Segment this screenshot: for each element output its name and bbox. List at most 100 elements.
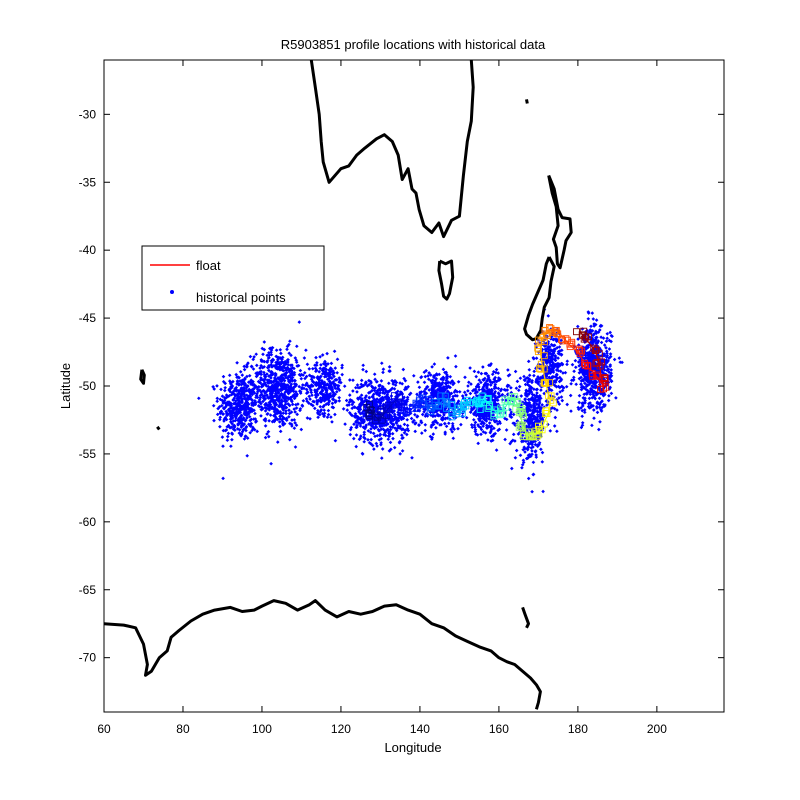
coastline-segment	[156, 425, 161, 431]
float-profile-marker	[562, 335, 570, 343]
float-track-segment	[593, 372, 605, 387]
y-tick-label: -35	[79, 175, 97, 189]
float-track-segment	[478, 399, 486, 407]
legend-historical-label: historical points	[196, 290, 286, 305]
float-track-segment	[547, 399, 551, 414]
float-track-segment	[526, 433, 531, 439]
coastline-segment	[547, 174, 573, 270]
float-profile-marker	[525, 433, 533, 441]
y-tick-label: -30	[79, 107, 97, 121]
float-track-segment	[577, 351, 587, 366]
float-profile-marker	[435, 402, 443, 410]
y-tick-label: -45	[79, 311, 97, 325]
float-profile-marker	[476, 405, 484, 413]
float-profile-marker	[396, 393, 404, 401]
float-profile-marker	[377, 406, 385, 414]
coastline-segment	[437, 259, 455, 301]
float-track-segment	[541, 331, 547, 339]
float-profile-marker	[584, 362, 592, 370]
float-track-segment	[419, 399, 427, 403]
coastline-segment	[104, 599, 542, 710]
float-profile-marker	[507, 398, 515, 406]
x-axis-label: Longitude	[384, 740, 441, 755]
coastline-segment	[521, 606, 530, 629]
y-axis-label: Latitude	[58, 363, 73, 409]
legend-float-label: float	[196, 258, 221, 273]
float-profile-marker	[441, 392, 449, 400]
float-track-segment	[490, 406, 498, 414]
float-profile-marker	[597, 385, 605, 393]
float-profile-marker	[382, 412, 390, 420]
float-track-segment	[530, 433, 537, 439]
coastline-segment	[139, 369, 146, 385]
x-tick-label: 100	[252, 722, 272, 736]
legend-historical-swatch	[170, 290, 174, 294]
float-track-segment	[514, 399, 520, 407]
x-tick-label: 140	[410, 722, 430, 736]
float-profile-marker	[543, 407, 551, 415]
float-track-segment	[522, 426, 528, 434]
float-profile-marker	[502, 403, 510, 411]
x-tick-label: 180	[568, 722, 588, 736]
float-track-segment	[368, 406, 374, 414]
float-profile-marker	[520, 433, 528, 441]
float-track-segment	[496, 409, 504, 414]
coastline-segment	[525, 99, 529, 104]
float-profile-marker	[389, 401, 397, 409]
float-profile-marker	[385, 405, 393, 413]
float-profile-marker	[473, 398, 480, 405]
float-track-segment	[579, 331, 587, 339]
float-profile-marker	[443, 398, 451, 406]
float-profile-marker	[443, 404, 451, 412]
chart-title: R5903851 profile locations with historic…	[281, 37, 546, 52]
float-profile-marker	[590, 344, 598, 352]
float-track-segment	[389, 399, 397, 407]
float-track-segment	[383, 406, 391, 414]
y-tick-label: -65	[79, 583, 97, 597]
float-track-segment	[539, 351, 543, 366]
coastline-layer	[104, 60, 573, 710]
y-tick-label: -50	[79, 379, 97, 393]
float-track-segment	[546, 328, 553, 333]
y-tick-label: -55	[79, 447, 97, 461]
float-profile-marker	[402, 409, 410, 417]
float-profile-marker	[575, 345, 583, 353]
float-track-segment	[541, 365, 547, 387]
float-profile-marker	[448, 413, 456, 421]
coastline-segment	[309, 60, 475, 239]
float-profile-marker	[573, 328, 580, 336]
float-profile-marker	[535, 425, 543, 433]
float-track-segment	[443, 399, 450, 407]
float-track-segment	[539, 338, 543, 353]
float-track-segment	[595, 351, 601, 366]
float-track-segment	[557, 331, 565, 339]
float-profile-marker	[517, 421, 525, 429]
float-track-segment	[535, 426, 543, 434]
float-profile-marker	[602, 383, 610, 391]
float-track-segment	[569, 344, 579, 353]
float-track-segment	[541, 412, 549, 428]
float-profile-marker	[539, 333, 547, 341]
y-tick-label: -40	[79, 243, 97, 257]
float-profile-marker	[547, 396, 555, 404]
y-tick-label: -70	[79, 651, 97, 665]
x-axis: 60 80 100 120 140 160 180 200	[97, 60, 667, 736]
float-track-segment	[502, 401, 510, 411]
float-track-segment	[378, 412, 385, 421]
float-track-segment	[563, 338, 571, 346]
float-profile-marker	[584, 333, 592, 341]
float-track-segment	[472, 399, 480, 407]
x-tick-label: 200	[647, 722, 667, 736]
x-tick-label: 160	[489, 722, 509, 736]
float-track-segment	[372, 412, 379, 421]
float-track-segment	[585, 365, 595, 373]
float-profile-marker	[477, 399, 485, 407]
float-profile-marker	[412, 401, 420, 409]
float-track-segment	[484, 399, 492, 407]
float-track-segment	[460, 401, 468, 411]
float-track-segment	[425, 401, 433, 411]
float-track-segment	[431, 405, 439, 411]
float-track-layer	[363, 324, 610, 441]
float-track-segment	[508, 399, 515, 403]
